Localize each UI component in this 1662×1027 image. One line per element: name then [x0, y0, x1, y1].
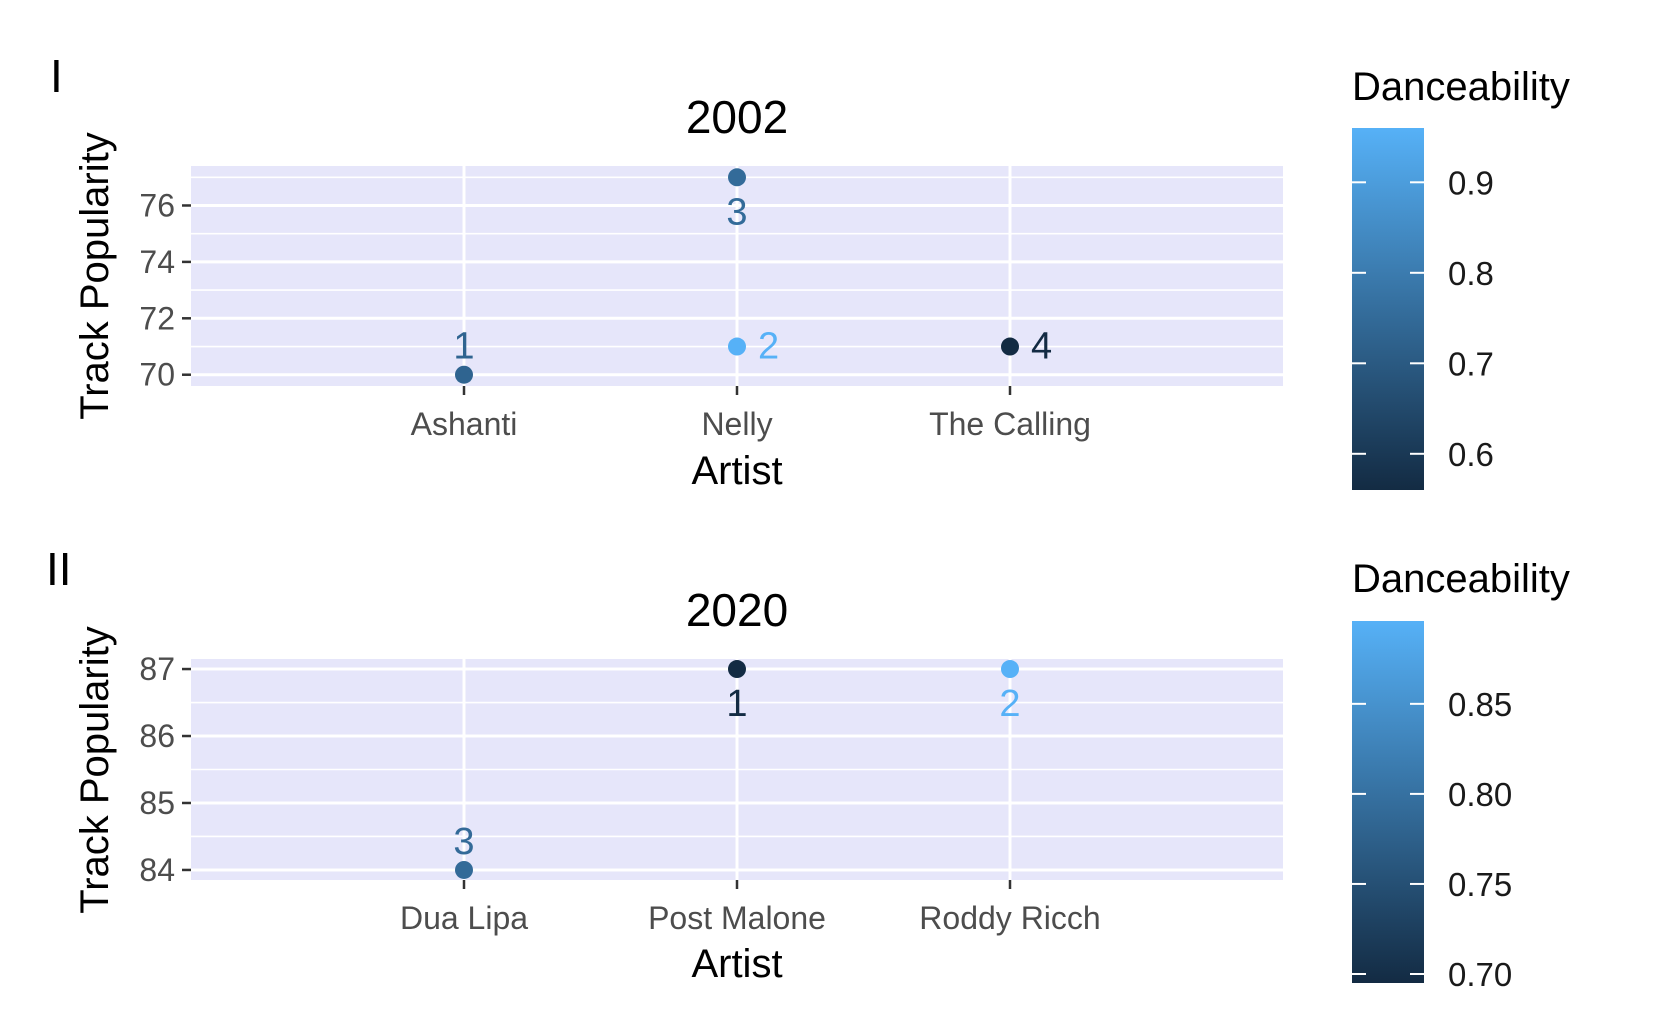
- data-point: [728, 168, 746, 187]
- x-axis: Dua Lipa Post Malone Roddy Ricch: [400, 880, 1101, 936]
- points-layer: 1 3 2 4: [453, 168, 1052, 384]
- data-point: [1001, 337, 1019, 356]
- y-axis-title: Track Popularity: [73, 132, 117, 420]
- x-tick-label: Roddy Ricch: [919, 900, 1100, 936]
- panel-tag: I: [50, 50, 63, 102]
- legend-tick-label: 0.85: [1448, 686, 1512, 723]
- point-rank-label: 3: [726, 191, 747, 233]
- y-tick-label: 70: [139, 357, 175, 393]
- point-rank-label: 3: [453, 821, 474, 863]
- chart-title: 2002: [686, 91, 788, 143]
- legend-title: Danceability: [1352, 65, 1570, 109]
- x-tick-label: Nelly: [701, 406, 772, 442]
- data-point: [728, 660, 746, 679]
- x-tick-label: The Calling: [929, 406, 1091, 442]
- legend-title: Danceability: [1352, 557, 1570, 601]
- x-tick-label: Ashanti: [411, 406, 518, 442]
- legend-tick-label: 0.7: [1448, 345, 1494, 382]
- x-tick-label: Post Malone: [648, 900, 826, 936]
- panel-tag: II: [46, 543, 72, 595]
- y-axis: 70 72 74 76: [139, 187, 191, 393]
- legend-colorbar: [1352, 621, 1424, 983]
- data-point: [728, 337, 746, 356]
- data-point: [1001, 660, 1019, 679]
- point-rank-label: 1: [726, 683, 747, 725]
- legend-ticks: 0.70 0.75 0.80 0.85: [1352, 686, 1512, 993]
- y-tick-label: 87: [139, 651, 175, 687]
- y-tick-label: 72: [139, 300, 175, 336]
- y-tick-label: 85: [139, 785, 175, 821]
- legend-ticks: 0.6 0.7 0.8 0.9: [1352, 164, 1494, 473]
- legend-tick-label: 0.8: [1448, 255, 1494, 292]
- legend-tick-label: 0.75: [1448, 866, 1512, 903]
- legend-tick-label: 0.70: [1448, 956, 1512, 993]
- y-axis: 84 85 86 87: [139, 651, 191, 888]
- data-point: [455, 860, 473, 879]
- y-tick-label: 86: [139, 718, 175, 754]
- point-rank-label: 4: [1031, 326, 1052, 368]
- point-rank-label: 2: [758, 326, 779, 368]
- legend-tick-label: 0.6: [1448, 436, 1494, 473]
- legend-colorbar: [1352, 128, 1424, 490]
- y-tick-label: 76: [139, 187, 175, 223]
- legend-tick-label: 0.80: [1448, 776, 1512, 813]
- point-rank-label: 2: [999, 683, 1020, 725]
- y-tick-label: 74: [139, 244, 175, 280]
- data-point: [455, 365, 473, 384]
- x-axis: Ashanti Nelly The Calling: [411, 386, 1091, 442]
- x-tick-label: Dua Lipa: [400, 900, 528, 936]
- legend-tick-label: 0.9: [1448, 164, 1494, 201]
- x-axis-title: Artist: [691, 449, 782, 493]
- panel-2020: II 2020 84 85 86 87 Dua Lipa Post Malone Rodd…: [46, 543, 1570, 993]
- chart-title: 2020: [686, 584, 788, 636]
- y-tick-label: 84: [139, 852, 175, 888]
- point-rank-label: 1: [453, 326, 474, 368]
- x-axis-title: Artist: [691, 942, 782, 986]
- y-axis-title: Track Popularity: [73, 626, 117, 914]
- points-layer: 3 1 2: [453, 660, 1021, 879]
